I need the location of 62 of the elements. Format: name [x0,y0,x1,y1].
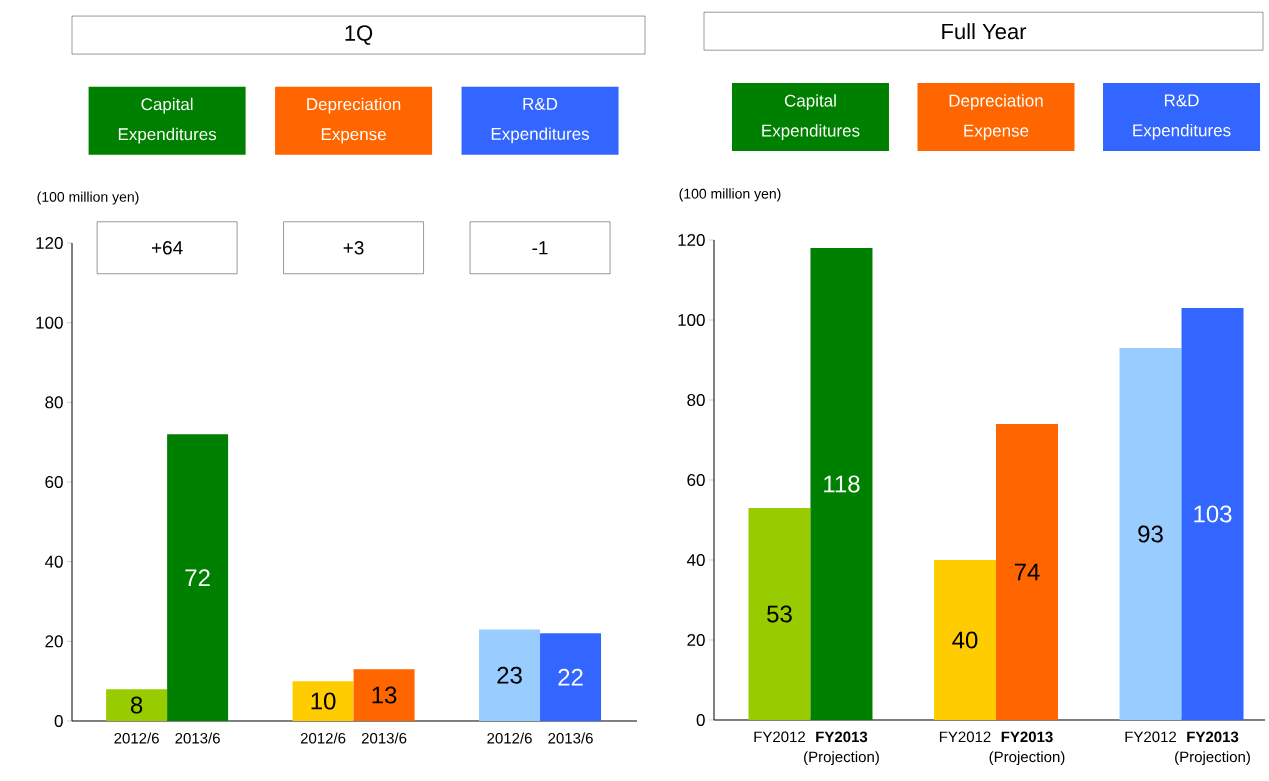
text: FY2012 [1125,731,1177,743]
data-label: 118 [824,475,860,493]
data-label: 53 [767,605,792,623]
y-axis-title: (100 million yen) [37,191,139,205]
chart-title: Full Year [942,23,1027,40]
text: FY2012 [939,731,991,743]
x-tick-label: Capital Expenditures [118,97,217,144]
bar [748,507,811,720]
series-label: 2012/6 [114,732,159,744]
series-label: FY2013 (Projection) [804,731,879,766]
y-tick-label: 0 [54,714,63,728]
bar [810,248,873,720]
y-tick-label: 40 [686,553,705,567]
data-label: 40 [952,631,978,649]
data-label: 8 [130,696,143,714]
series-label: FY2012 [754,731,805,743]
bar [292,681,354,721]
annotation: -1 [532,241,548,255]
bar [106,689,168,721]
data-label: 103 [1194,505,1232,523]
data-label: 72 [185,569,210,586]
series-label: 2013/6 [175,732,220,744]
y-tick-label: 120 [678,233,705,247]
data-label: 74 [1014,563,1040,581]
text: 2012/6 [300,732,346,744]
y-tick-label: 100 [36,316,63,329]
y-tick-label: 40 [44,555,63,568]
y-axis-title: (100 million yen) [679,188,781,202]
y-tick-label: 80 [45,396,63,409]
y-tick-label: 60 [45,475,63,489]
bar [479,629,541,721]
x-tick-label: R&D Expenditures [491,97,590,144]
y-tick-label: 80 [687,393,705,407]
x-tick-label: R&D Expenditures [1133,94,1231,140]
text: 2012/6 [487,732,532,744]
x-tick-label: Depreciation Expense [949,94,1043,141]
bar [540,633,602,721]
y-tick-label: 100 [678,313,705,327]
bar [353,669,415,721]
bar [167,434,229,721]
bar [934,560,996,720]
chart-title: 1Q [345,25,373,45]
data-label: 13 [372,686,397,704]
text: 2013/6 [361,732,407,744]
x-tick-label: Capital Expenditures [762,94,860,141]
text: FY2013 (Projection) [1175,731,1250,766]
data-label: 93 [1138,525,1163,543]
y-tick-label: 20 [45,635,63,648]
bar [1119,348,1182,720]
data-label: 10 [311,692,336,710]
y-tick-label: 20 [687,633,705,647]
text: 2013/6 [548,732,593,744]
y-tick-label: 120 [36,236,63,250]
data-label: 22 [558,668,583,686]
bar [1181,308,1244,720]
y-tick-label: 0 [696,713,705,727]
bar [996,424,1058,720]
y-tick-label: 60 [687,473,705,487]
annotation: +3 [343,241,364,255]
annotation: +64 [151,241,183,255]
x-tick-label: Depreciation Expense [307,97,401,144]
data-label: 23 [497,666,522,684]
